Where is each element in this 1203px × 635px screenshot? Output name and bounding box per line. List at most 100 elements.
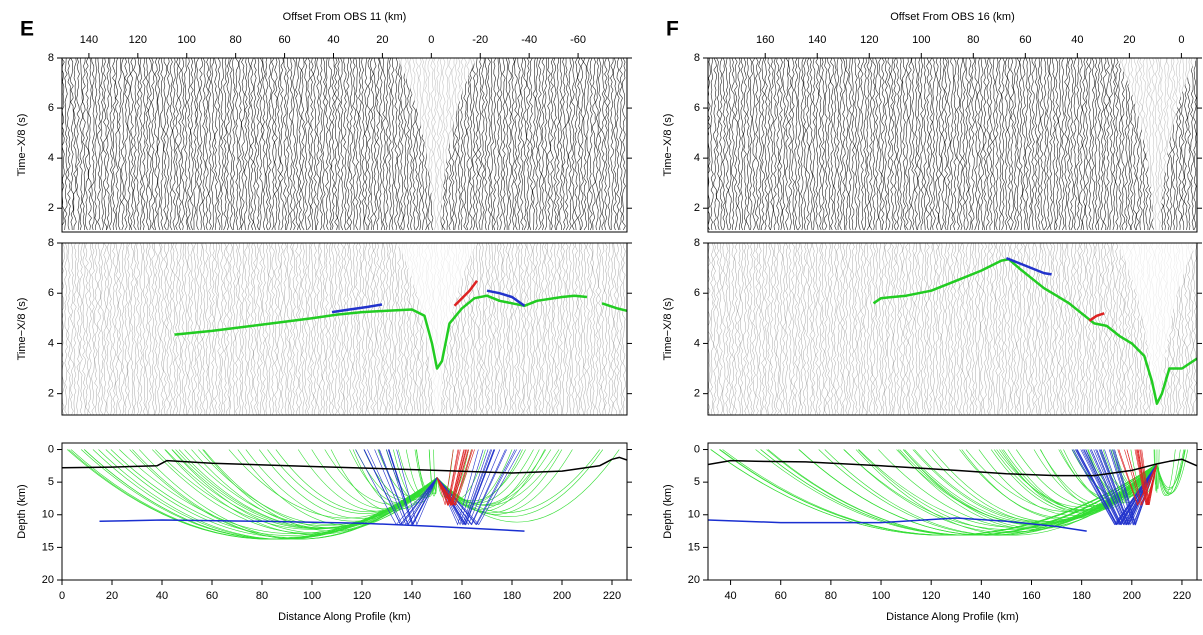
seismic-trace bbox=[888, 58, 891, 230]
axes-frame bbox=[708, 243, 1197, 415]
seismic-trace bbox=[990, 58, 993, 230]
seismic-trace bbox=[488, 243, 491, 415]
seismic-trace bbox=[834, 243, 837, 415]
seismic-trace bbox=[906, 58, 909, 230]
seismic-trace bbox=[248, 58, 251, 230]
seismic-trace bbox=[837, 58, 840, 230]
seismic-trace bbox=[233, 58, 236, 230]
seismic-trace bbox=[155, 243, 158, 415]
x-tick-label: 200 bbox=[553, 590, 571, 602]
seismic-trace bbox=[143, 58, 146, 230]
seismic-trace bbox=[542, 58, 545, 230]
seismic-trace bbox=[545, 243, 548, 415]
top-tick-label: 140 bbox=[80, 34, 98, 46]
seismic-trace bbox=[617, 58, 620, 230]
seismic-trace bbox=[65, 243, 68, 415]
seismic-trace bbox=[221, 58, 224, 230]
seismic-trace bbox=[759, 243, 762, 415]
seismic-trace bbox=[804, 243, 807, 415]
seismic-trace bbox=[137, 58, 140, 230]
y-tick-label: 4 bbox=[694, 152, 700, 164]
seismic-trace bbox=[569, 58, 572, 230]
seismic-trace bbox=[1047, 243, 1050, 415]
seismic-trace bbox=[873, 243, 876, 415]
seismic-trace bbox=[485, 58, 488, 230]
seismic-trace bbox=[101, 58, 104, 230]
seismic-trace bbox=[326, 243, 329, 415]
seismic-trace bbox=[536, 58, 539, 230]
seismic-trace bbox=[1077, 243, 1080, 415]
seismic-trace bbox=[581, 243, 584, 415]
seismic-trace bbox=[816, 58, 819, 230]
ray-path bbox=[353, 450, 437, 509]
seismic-trace bbox=[581, 58, 584, 230]
seismic-trace bbox=[347, 243, 350, 415]
seismic-trace bbox=[395, 243, 398, 415]
seismic-trace bbox=[404, 58, 407, 230]
seismic-trace bbox=[942, 243, 945, 415]
seismic-trace bbox=[942, 58, 945, 230]
seismic-trace bbox=[861, 243, 864, 415]
seismic-trace bbox=[1005, 243, 1008, 415]
seismic-trace bbox=[876, 243, 879, 415]
seismic-trace bbox=[756, 58, 759, 230]
seismic-trace bbox=[810, 58, 813, 230]
y-tick-label: 0 bbox=[694, 443, 700, 455]
seismic-trace bbox=[287, 243, 290, 415]
seismic-trace bbox=[753, 58, 756, 230]
seismic-trace bbox=[266, 243, 269, 415]
seismic-trace bbox=[467, 58, 470, 230]
seismic-trace bbox=[134, 58, 137, 230]
seismic-trace bbox=[194, 243, 197, 415]
seismic-trace bbox=[900, 243, 903, 415]
y-tick-label: 0 bbox=[48, 443, 54, 455]
seismic-trace bbox=[68, 243, 71, 415]
seismic-trace bbox=[771, 58, 774, 230]
seismic-trace bbox=[584, 243, 587, 415]
seismic-trace bbox=[179, 58, 182, 230]
plot-area bbox=[708, 243, 1198, 415]
seismic-trace bbox=[777, 58, 780, 230]
x-tick-label: 40 bbox=[156, 590, 168, 602]
seismic-trace bbox=[317, 58, 320, 230]
seismic-trace bbox=[1125, 58, 1128, 230]
seismic-trace bbox=[350, 243, 353, 415]
seismic-trace bbox=[993, 243, 996, 415]
seismic-trace bbox=[149, 58, 152, 230]
seismic-trace bbox=[1107, 58, 1110, 230]
seismic-trace bbox=[107, 243, 110, 415]
seismic-trace bbox=[1092, 243, 1095, 415]
seismic-trace bbox=[1104, 58, 1107, 230]
seismic-trace bbox=[131, 243, 134, 415]
seismic-trace bbox=[825, 243, 828, 415]
seismic-trace bbox=[584, 58, 587, 230]
seismic-trace bbox=[125, 58, 128, 230]
y-tick-label: 4 bbox=[48, 337, 54, 349]
seismic-trace bbox=[957, 243, 960, 415]
seismic-trace bbox=[215, 58, 218, 230]
seismic-trace bbox=[146, 58, 149, 230]
seismic-trace bbox=[738, 58, 741, 230]
seismic-trace bbox=[260, 58, 263, 230]
seismic-trace bbox=[939, 243, 942, 415]
seismic-trace bbox=[596, 243, 599, 415]
seismic-trace bbox=[527, 243, 530, 415]
seismic-trace bbox=[395, 58, 398, 230]
seismic-trace bbox=[533, 243, 536, 415]
seismic-trace bbox=[602, 58, 605, 230]
seismic-trace bbox=[711, 58, 714, 230]
seismic-trace bbox=[969, 243, 972, 415]
seismic-trace bbox=[801, 243, 804, 415]
seismic-trace bbox=[164, 243, 167, 415]
seismic-trace bbox=[140, 243, 143, 415]
seismic-trace bbox=[1026, 243, 1029, 415]
seismic-trace bbox=[392, 243, 395, 415]
ray-path bbox=[69, 450, 437, 540]
seismic-trace bbox=[723, 58, 726, 230]
seismic-trace bbox=[939, 58, 942, 230]
seismic-trace bbox=[593, 243, 596, 415]
seismic-trace bbox=[930, 243, 933, 415]
seismic-trace bbox=[401, 58, 404, 230]
seismic-trace bbox=[323, 58, 326, 230]
seismic-trace bbox=[353, 58, 356, 230]
